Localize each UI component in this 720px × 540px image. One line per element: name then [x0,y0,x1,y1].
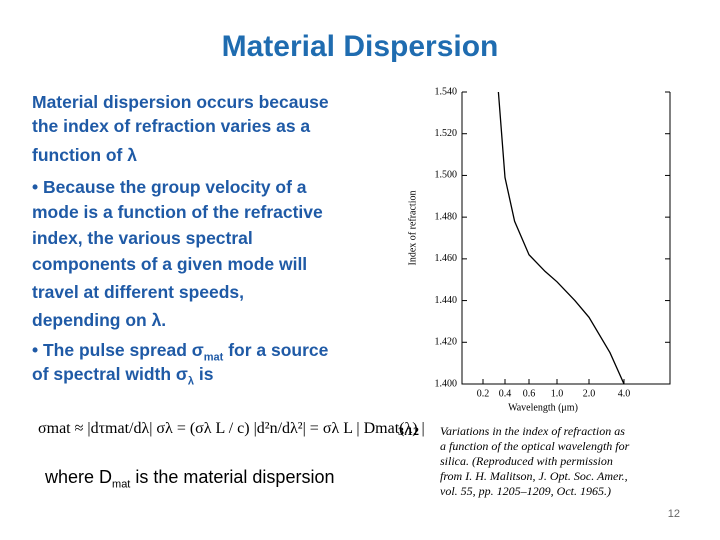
slide-title: Material Dispersion [221,30,499,63]
text-run: Material dispersion occurs because [32,92,329,112]
y-tick-label: 1.520 [435,128,458,139]
text-line: index, the various spectral [32,228,253,248]
x-tick-label: 4.0 [618,388,631,399]
page-number: 12 [667,508,680,520]
text-line: function of λ [32,145,137,165]
text-run: mode is a function of the refractive [32,202,323,222]
caption-line: Variations in the index of refraction as [440,424,625,438]
caption-line: vol. 55, pp. 1205–1209, Oct. 1965.) [440,484,611,498]
caption-line: a function of the optical wavelength for [440,439,630,453]
footer-text: where Dmat is the material dispersion [45,467,334,491]
text-run: • The pulse spread σ [32,340,204,360]
figure-number: 3.12 [398,424,419,438]
x-tick-label: 1.0 [551,388,564,399]
y-tick-label: 1.480 [435,211,458,222]
caption-line: from I. H. Malitson, J. Opt. Soc. Amer., [440,469,628,483]
text-line: • Because the group velocity of a [32,177,307,197]
x-tick-label: 0.4 [499,388,512,399]
text-run: components of a given mode will [32,254,308,274]
x-tick-label: 0.2 [477,388,490,399]
subscript: mat [203,351,224,364]
caption-line: silica. (Reproduced with permission [440,454,613,468]
curve [497,91,625,385]
text-line: components of a given mode will [32,254,307,274]
x-tick-label: 2.0 [583,388,596,399]
formula: σmat ≈ |dτmat/dλ| σλ = (σλ L / c) |d²n/d… [38,420,425,437]
subscript: λ [187,375,195,388]
text-run: function of λ [32,145,137,165]
axes-frame [461,92,671,385]
text-line: Material dispersion occurs because [32,92,329,112]
text-run: of spectral width σ [32,364,188,384]
text-line: travel at different speeds, [32,282,244,302]
y-tick-label: 1.400 [435,378,458,389]
text-line: the index of refraction varies as a [32,116,310,136]
text-run: index, the various spectral [32,228,253,248]
text-run: is the material dispersion [130,467,335,487]
text-run: where D [45,467,113,487]
text-run: is [194,364,214,384]
text-line: of spectral width σλ is [32,364,213,392]
text-line: • The pulse spread σmat for a source [32,340,328,368]
text-run: • Because the group velocity of a [32,177,307,197]
y-tick-label: 1.500 [435,170,458,181]
text-run: travel at different speeds, [32,282,245,302]
text-line: mode is a function of the refractive [32,202,323,222]
subscript: mat [112,478,131,491]
text-run: depending on λ. [32,310,167,330]
y-tick-label: 1.460 [435,253,458,264]
text-run: the index of refraction varies as a [32,116,311,136]
y-tick-label: 1.440 [435,295,458,306]
y-axis-label: Index of refraction [407,191,418,266]
x-axis-label: Wavelength (μm) [508,402,578,413]
text-run: for a source [223,340,329,360]
text-line: depending on λ. [32,310,166,330]
y-tick-label: 1.540 [435,86,458,97]
y-tick-label: 1.420 [435,337,458,348]
x-tick-label: 0.6 [523,388,536,399]
